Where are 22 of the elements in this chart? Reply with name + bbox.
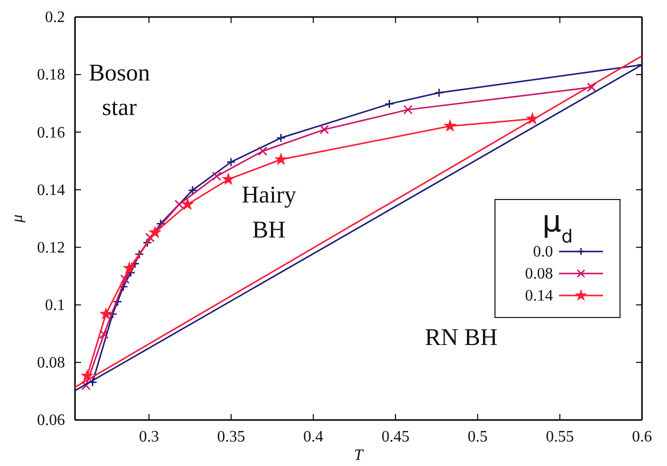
legend-label: 0.08 xyxy=(525,266,553,282)
x-tick-label: 0.45 xyxy=(381,428,410,446)
x-tick-label: 0.5 xyxy=(468,428,488,446)
y-axis-title: μ xyxy=(9,214,26,224)
x-tick-label: 0.35 xyxy=(217,428,246,446)
y-tick-label: 0.06 xyxy=(37,412,65,430)
x-tick-label: 0.55 xyxy=(546,428,574,446)
annotation: RN BH xyxy=(424,325,498,352)
x-tick-label: 0.3 xyxy=(138,428,159,446)
annotation: Boson star xyxy=(88,60,150,122)
x-tick-label: 0.6 xyxy=(632,428,652,446)
legend-label: 0.14 xyxy=(525,288,553,304)
y-tick-label: 0.16 xyxy=(37,124,65,142)
y-tick-label: 0.1 xyxy=(45,296,65,314)
y-tick-label: 0.2 xyxy=(45,9,65,26)
y-tick-label: 0.18 xyxy=(37,66,65,84)
x-axis-title: T xyxy=(354,447,364,464)
y-tick-label: 0.12 xyxy=(37,239,65,256)
y-tick-label: 0.14 xyxy=(37,182,65,199)
y-tick-label: 0.08 xyxy=(37,354,65,372)
x-tick-label: 0.4 xyxy=(303,428,324,446)
annotation: Hairy BH xyxy=(242,182,296,244)
